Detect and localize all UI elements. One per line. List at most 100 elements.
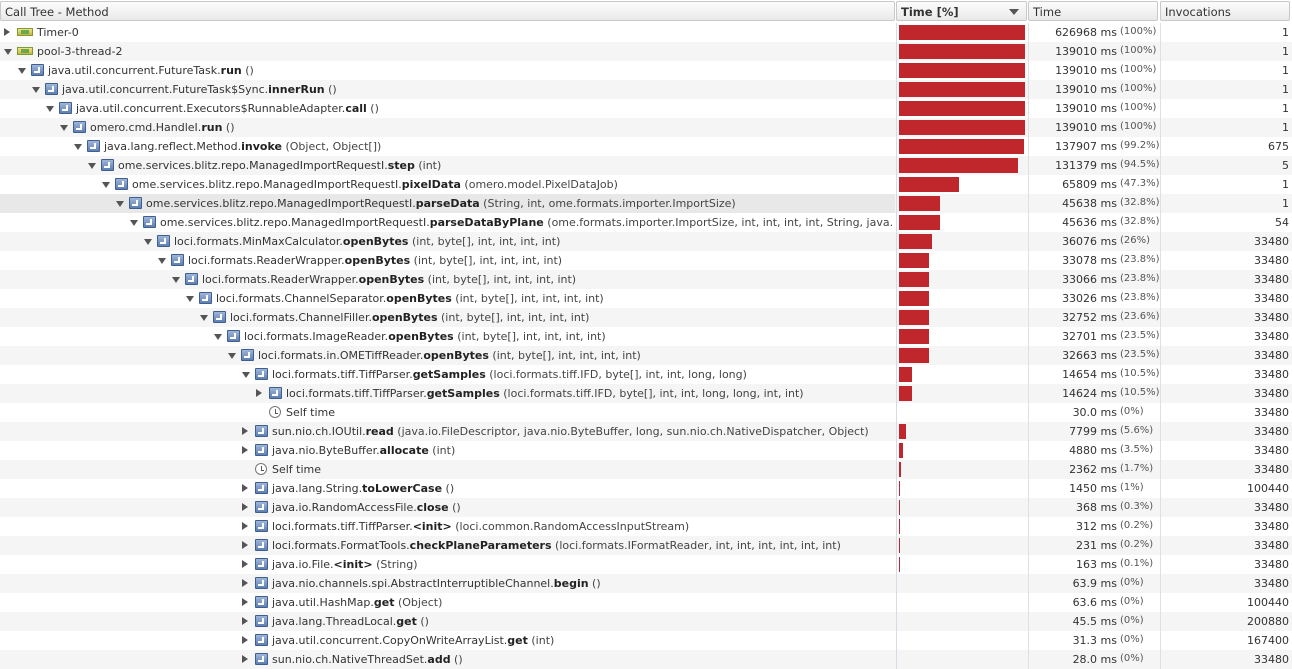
tree-cell[interactable]: loci.formats.in.OMETiffReader.openBytes …	[0, 346, 895, 365]
table-row[interactable]: ome.services.blitz.repo.ManagedImportReq…	[0, 213, 1292, 232]
tree-cell[interactable]: loci.formats.FormatTools.checkPlaneParam…	[0, 536, 895, 555]
tree-cell[interactable]: java.util.concurrent.FutureTask.run ()	[0, 61, 895, 80]
table-row[interactable]: java.nio.channels.spi.AbstractInterrupti…	[0, 574, 1292, 593]
tree-cell[interactable]: ome.services.blitz.repo.ManagedImportReq…	[0, 194, 895, 213]
expand-arrow-down-icon[interactable]	[88, 163, 96, 169]
expand-arrow-down-icon[interactable]	[46, 106, 54, 112]
table-row[interactable]: pool-3-thread-2 139010 ms (100%) 1	[0, 42, 1292, 61]
tree-cell[interactable]: java.util.HashMap.get (Object)	[0, 593, 895, 612]
column-header-invocations[interactable]: Invocations	[1160, 1, 1290, 21]
expand-arrow-right-icon[interactable]	[242, 579, 248, 587]
table-row[interactable]: loci.formats.tiff.TiffParser.getSamples …	[0, 365, 1292, 384]
expand-arrow-down-icon[interactable]	[144, 239, 152, 245]
expand-arrow-right-icon[interactable]	[242, 617, 248, 625]
table-row[interactable]: java.io.RandomAccessFile.close () 368 ms(…	[0, 498, 1292, 517]
expand-arrow-down-icon[interactable]	[242, 372, 250, 378]
expand-arrow-down-icon[interactable]	[130, 220, 138, 226]
tree-cell[interactable]: sun.nio.ch.IOUtil.read (java.io.FileDesc…	[0, 422, 895, 441]
tree-cell[interactable]: pool-3-thread-2	[0, 42, 895, 61]
expand-arrow-down-icon[interactable]	[158, 258, 166, 264]
tree-cell[interactable]: loci.formats.ChannelFiller.openBytes (in…	[0, 308, 895, 327]
expand-arrow-right-icon[interactable]	[242, 503, 248, 511]
expand-arrow-right-icon[interactable]	[242, 636, 248, 644]
tree-cell[interactable]: omero.cmd.HandleI.run ()	[0, 118, 895, 137]
expand-arrow-down-icon[interactable]	[116, 201, 124, 207]
tree-cell[interactable]: java.util.concurrent.Executors$RunnableA…	[0, 99, 895, 118]
expand-arrow-down-icon[interactable]	[172, 277, 180, 283]
table-row[interactable]: java.nio.ByteBuffer.allocate (int) 4880 m…	[0, 441, 1292, 460]
column-header-time-pct[interactable]: Time [%]	[896, 1, 1027, 21]
expand-arrow-down-icon[interactable]	[32, 87, 40, 93]
table-row[interactable]: loci.formats.ReaderWrapper.openBytes (in…	[0, 270, 1292, 289]
expand-arrow-down-icon[interactable]	[18, 68, 26, 74]
expand-arrow-down-icon[interactable]	[228, 353, 236, 359]
tree-cell[interactable]: java.lang.String.toLowerCase ()	[0, 479, 895, 498]
tree-cell[interactable]: ome.services.blitz.repo.ManagedImportReq…	[0, 156, 895, 175]
tree-cell[interactable]: Self time	[0, 460, 895, 479]
table-row[interactable]: java.lang.String.toLowerCase () 1450 ms (1…	[0, 479, 1292, 498]
table-row[interactable]: java.util.concurrent.Executors$RunnableA…	[0, 99, 1292, 118]
tree-cell[interactable]: loci.formats.tiff.TiffParser.getSamples …	[0, 384, 895, 403]
tree-cell[interactable]: ome.services.blitz.repo.ManagedImportReq…	[0, 175, 895, 194]
tree-cell[interactable]: ome.services.blitz.repo.ManagedImportReq…	[0, 213, 895, 232]
table-row[interactable]: java.util.concurrent.FutureTask.run () 13…	[0, 61, 1292, 80]
tree-cell[interactable]: loci.formats.tiff.TiffParser.<init> (loc…	[0, 517, 895, 536]
column-header-time[interactable]: Time	[1028, 1, 1158, 21]
table-row[interactable]: ome.services.blitz.repo.ManagedImportReq…	[0, 156, 1292, 175]
expand-arrow-right-icon[interactable]	[242, 484, 248, 492]
tree-cell[interactable]: loci.formats.ImageReader.openBytes (int,…	[0, 327, 895, 346]
table-row[interactable]: java.util.HashMap.get (Object) 63.6 ms (0%…	[0, 593, 1292, 612]
expand-arrow-down-icon[interactable]	[214, 334, 222, 340]
tree-cell[interactable]: java.io.RandomAccessFile.close ()	[0, 498, 895, 517]
tree-cell[interactable]: loci.formats.ChannelSeparator.openBytes …	[0, 289, 895, 308]
expand-arrow-right-icon[interactable]	[242, 427, 248, 435]
expand-arrow-right-icon[interactable]	[242, 522, 248, 530]
expand-arrow-right-icon[interactable]	[242, 541, 248, 549]
table-row[interactable]: sun.nio.ch.NativeThreadSet.add () 28.0 ms…	[0, 650, 1292, 669]
expand-arrow-right-icon[interactable]	[242, 655, 248, 663]
table-row[interactable]: java.lang.ThreadLocal.get () 45.5 ms (0%) 2…	[0, 612, 1292, 631]
expand-arrow-right-icon[interactable]	[242, 598, 248, 606]
table-row[interactable]: ome.services.blitz.repo.ManagedImportReq…	[0, 194, 1292, 213]
table-row[interactable]: Self time 30.0 ms (0%) 33480	[0, 403, 1292, 422]
tree-cell[interactable]: Timer-0	[0, 23, 895, 42]
tree-cell[interactable]: loci.formats.ReaderWrapper.openBytes (in…	[0, 251, 895, 270]
expand-arrow-down-icon[interactable]	[4, 49, 12, 55]
table-row[interactable]: java.util.concurrent.CopyOnWriteArrayLis…	[0, 631, 1292, 650]
expand-arrow-down-icon[interactable]	[186, 296, 194, 302]
tree-cell[interactable]: java.io.File.<init> (String)	[0, 555, 895, 574]
tree-cell[interactable]: loci.formats.ReaderWrapper.openBytes (in…	[0, 270, 895, 289]
tree-cell[interactable]: loci.formats.MinMaxCalculator.openBytes …	[0, 232, 895, 251]
table-row[interactable]: loci.formats.in.OMETiffReader.openBytes …	[0, 346, 1292, 365]
tree-cell[interactable]: java.nio.ByteBuffer.allocate (int)	[0, 441, 895, 460]
table-row[interactable]: sun.nio.ch.IOUtil.read (java.io.FileDesc…	[0, 422, 1292, 441]
expand-arrow-right-icon[interactable]	[242, 446, 248, 454]
table-row[interactable]: Self time 2362 ms (1.7%) 33480	[0, 460, 1292, 479]
tree-cell[interactable]: java.util.concurrent.CopyOnWriteArrayLis…	[0, 631, 895, 650]
expand-arrow-down-icon[interactable]	[60, 125, 68, 131]
table-row[interactable]: java.lang.reflect.Method.invoke (Object,…	[0, 137, 1292, 156]
tree-cell[interactable]: java.nio.channels.spi.AbstractInterrupti…	[0, 574, 895, 593]
table-row[interactable]: loci.formats.ImageReader.openBytes (int,…	[0, 327, 1292, 346]
expand-arrow-down-icon[interactable]	[200, 315, 208, 321]
table-row[interactable]: loci.formats.tiff.TiffParser.<init> (loc…	[0, 517, 1292, 536]
expand-arrow-down-icon[interactable]	[74, 144, 82, 150]
expand-arrow-right-icon[interactable]	[242, 560, 248, 568]
expand-arrow-right-icon[interactable]	[4, 28, 10, 36]
table-row[interactable]: loci.formats.ReaderWrapper.openBytes (in…	[0, 251, 1292, 270]
tree-cell[interactable]: java.util.concurrent.FutureTask$Sync.inn…	[0, 80, 895, 99]
tree-cell[interactable]: Self time	[0, 403, 895, 422]
table-row[interactable]: loci.formats.tiff.TiffParser.getSamples …	[0, 384, 1292, 403]
table-row[interactable]: ome.services.blitz.repo.ManagedImportReq…	[0, 175, 1292, 194]
table-row[interactable]: omero.cmd.HandleI.run () 139010 ms (100%) 1	[0, 118, 1292, 137]
table-row[interactable]: java.util.concurrent.FutureTask$Sync.inn…	[0, 80, 1292, 99]
table-row[interactable]: loci.formats.FormatTools.checkPlaneParam…	[0, 536, 1292, 555]
tree-cell[interactable]: sun.nio.ch.NativeThreadSet.add ()	[0, 650, 895, 669]
tree-cell[interactable]: java.lang.ThreadLocal.get ()	[0, 612, 895, 631]
tree-cell[interactable]: loci.formats.tiff.TiffParser.getSamples …	[0, 365, 895, 384]
expand-arrow-down-icon[interactable]	[102, 182, 110, 188]
table-row[interactable]: java.io.File.<init> (String) 163 ms (0.1%)…	[0, 555, 1292, 574]
table-row[interactable]: loci.formats.ChannelSeparator.openBytes …	[0, 289, 1292, 308]
tree-cell[interactable]: java.lang.reflect.Method.invoke (Object,…	[0, 137, 895, 156]
table-row[interactable]: Timer-0 626968 ms (100%) 1	[0, 23, 1292, 42]
